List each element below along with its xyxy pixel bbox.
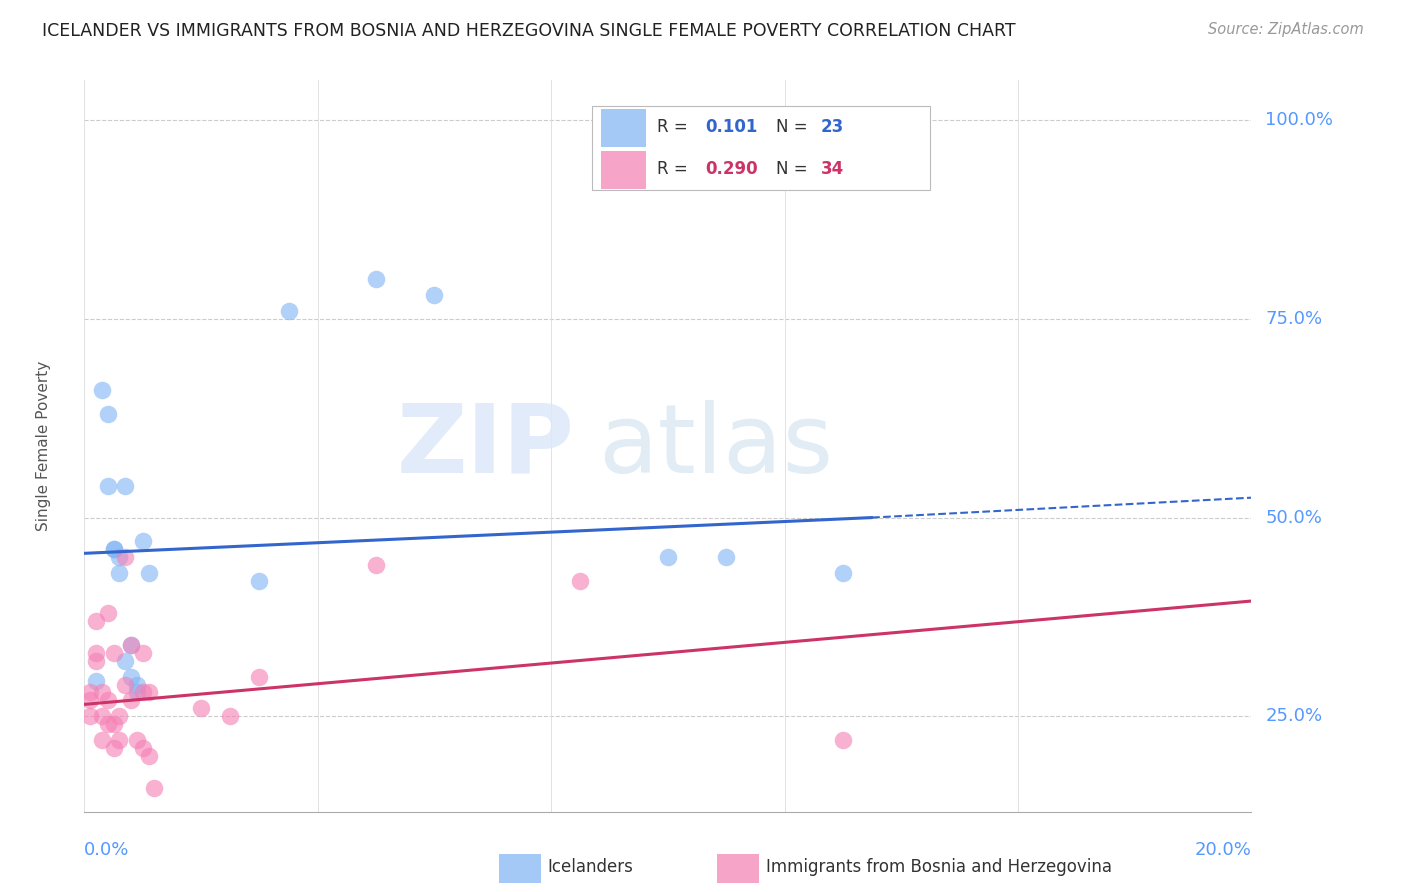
Point	[79, 709, 101, 723]
Point	[90, 709, 112, 723]
Point	[132, 534, 155, 549]
Point	[90, 733, 112, 747]
Point	[366, 558, 388, 573]
Point	[132, 646, 155, 660]
Point	[132, 685, 155, 699]
Text: 23: 23	[821, 118, 844, 136]
Text: 50.0%: 50.0%	[1265, 508, 1322, 526]
Point	[84, 673, 107, 688]
Point	[277, 303, 299, 318]
Point	[125, 677, 148, 691]
Point	[79, 685, 101, 699]
Point	[138, 685, 160, 699]
Text: atlas: atlas	[598, 400, 832, 492]
Point	[97, 479, 120, 493]
FancyBboxPatch shape	[592, 106, 931, 190]
Text: 100.0%: 100.0%	[1265, 111, 1333, 129]
Point	[97, 693, 120, 707]
Point	[97, 407, 120, 421]
Point	[103, 646, 125, 660]
Text: N =: N =	[776, 118, 813, 136]
Point	[423, 288, 446, 302]
FancyBboxPatch shape	[602, 110, 645, 147]
Point	[114, 677, 136, 691]
Text: 0.0%: 0.0%	[84, 841, 129, 859]
Point	[120, 669, 142, 683]
Text: Immigrants from Bosnia and Herzegovina: Immigrants from Bosnia and Herzegovina	[766, 858, 1112, 876]
Point	[832, 733, 855, 747]
Point	[832, 566, 855, 581]
Point	[120, 638, 142, 652]
Text: ZIP: ZIP	[396, 400, 575, 492]
Point	[84, 654, 107, 668]
Point	[97, 717, 120, 731]
Point	[79, 693, 101, 707]
Point	[125, 685, 148, 699]
Text: N =: N =	[776, 160, 813, 178]
Point	[714, 550, 737, 565]
Point	[247, 669, 270, 683]
Point	[138, 749, 160, 764]
Point	[84, 646, 107, 660]
FancyBboxPatch shape	[602, 152, 645, 189]
Text: 75.0%: 75.0%	[1265, 310, 1323, 327]
Point	[114, 550, 136, 565]
Point	[569, 574, 592, 589]
Point	[90, 384, 112, 398]
Text: 0.290: 0.290	[706, 160, 758, 178]
Point	[103, 542, 125, 557]
Point	[138, 566, 160, 581]
Text: R =: R =	[658, 118, 693, 136]
Text: ICELANDER VS IMMIGRANTS FROM BOSNIA AND HERZEGOVINA SINGLE FEMALE POVERTY CORREL: ICELANDER VS IMMIGRANTS FROM BOSNIA AND …	[42, 22, 1015, 40]
Text: R =: R =	[658, 160, 693, 178]
Text: 25.0%: 25.0%	[1265, 707, 1323, 725]
Point	[103, 542, 125, 557]
Point	[84, 614, 107, 628]
Point	[190, 701, 212, 715]
Point	[366, 272, 388, 286]
Text: Source: ZipAtlas.com: Source: ZipAtlas.com	[1208, 22, 1364, 37]
Point	[125, 733, 148, 747]
Point	[108, 709, 131, 723]
Text: Single Female Poverty: Single Female Poverty	[37, 361, 51, 531]
Point	[657, 550, 679, 565]
Point	[108, 566, 131, 581]
Point	[120, 638, 142, 652]
Point	[247, 574, 270, 589]
Text: 20.0%: 20.0%	[1195, 841, 1251, 859]
Point	[97, 606, 120, 620]
Text: Icelanders: Icelanders	[547, 858, 633, 876]
Point	[120, 693, 142, 707]
Point	[219, 709, 242, 723]
Point	[114, 479, 136, 493]
Point	[103, 741, 125, 756]
Point	[143, 780, 166, 795]
Point	[103, 717, 125, 731]
Text: 34: 34	[821, 160, 844, 178]
Point	[108, 550, 131, 565]
Point	[132, 741, 155, 756]
Point	[90, 685, 112, 699]
Point	[108, 733, 131, 747]
Text: 0.101: 0.101	[706, 118, 758, 136]
Point	[114, 654, 136, 668]
